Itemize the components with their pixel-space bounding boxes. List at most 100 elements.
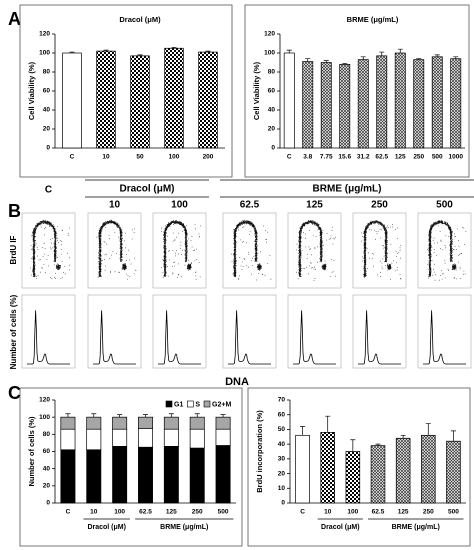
bar [283,52,295,149]
error-bar [434,54,440,57]
error-bar [375,443,381,446]
x-tick-label: 100 [169,154,180,161]
histogram-frame [417,294,472,369]
bar-segment [138,427,153,448]
legend-label: S [195,401,200,408]
bar-segment [163,446,179,504]
y-tick-label: 80 [43,69,51,76]
x-tick-label: 100 [114,509,125,516]
x-tick-label: 250 [423,509,434,516]
error-bar [379,51,385,56]
bar [421,434,436,504]
histogram-frame [287,294,342,369]
bar [376,55,388,149]
bar [198,51,218,149]
group-label: BRME (μg/mL) [392,524,440,531]
legend-swatch [187,400,194,408]
y-tick-label: 100 [39,414,50,421]
group-label: BRME (μg/mL) [160,524,208,531]
legend-swatch [203,400,211,408]
y-tick-label: 30 [278,456,286,463]
bar [357,59,369,149]
y-tick-label: 80 [268,69,276,76]
x-label: DNA [225,376,249,388]
error-bar [168,413,174,418]
bar-segment [163,428,179,447]
error-bar [450,430,456,442]
x-tick-label: 125 [395,154,406,161]
y-tick-label: 100 [39,50,50,57]
histogram-frame [152,294,207,369]
bar [130,55,150,149]
scatter-frame [287,212,342,289]
scatter-frame [21,212,76,289]
error-bar [91,413,97,418]
panel-label: B [8,201,21,221]
x-tick-label: 62.5 [372,509,385,516]
x-tick-label: 15.6 [338,154,351,161]
bar-segment [189,416,205,430]
chart-title: Dracol (μM) [119,15,161,24]
y-label: Number of cells (%) [9,294,18,369]
group-label: BRME (μg/mL) [313,184,382,195]
chart-title: BRME (μg/mL) [347,15,399,24]
error-bar [400,434,406,439]
y-tick-label: 80 [43,431,51,438]
bar [370,445,386,504]
bar [345,451,361,504]
error-bar [360,56,366,60]
x-tick-label: 62.5 [375,154,388,161]
error-bar [300,426,306,436]
histogram-line [93,310,136,365]
bar [62,52,82,149]
x-tick-label: 500 [432,154,443,161]
error-bar [286,49,292,53]
x-tick-label: C [66,509,71,516]
x-tick-label: 250 [413,154,424,161]
scatter-frame [87,212,142,289]
bar-segment [189,428,205,449]
scatter-frame [417,212,472,289]
bar-segment [86,428,102,451]
bar [431,56,443,149]
x-tick-label: 100 [347,509,358,516]
column-label: 125 [306,200,323,211]
x-tick-label: 10 [324,509,332,516]
histogram-frame [222,294,277,369]
bar [394,52,406,149]
error-bar [220,414,226,418]
scatter-dots [30,219,70,279]
legend-swatch [165,400,173,408]
bar [450,58,462,149]
error-bar [137,54,143,56]
histogram-frame [21,294,76,369]
x-tick-label: 250 [192,509,203,516]
y-label: Number of cells (%) [27,416,36,487]
histogram-line [158,310,201,365]
y-tick-label: 40 [278,441,286,448]
error-bar [103,49,109,52]
y-tick-label: 120 [39,31,50,38]
error-bar [350,439,356,452]
histogram-line [423,310,466,365]
bar-segment [138,446,153,504]
scatter-dots [361,220,402,280]
scatter-dots [427,220,467,281]
y-label: Cell Viability (%) [252,61,261,120]
scatter-frame [352,212,407,289]
error-bar [342,63,348,65]
error-bar [117,414,123,418]
y-tick-label: 20 [278,470,286,477]
y-tick-label: 70 [278,397,286,404]
x-tick-label: 500 [448,509,459,516]
bar-segment [86,449,102,504]
histogram-line [27,310,70,365]
bar-segment [215,428,231,446]
bar-segment [86,416,102,430]
bar [413,59,425,149]
bar-segment [163,416,179,430]
legend-label: G2+M [212,401,231,408]
column-label: 10 [109,200,121,211]
y-tick-label: 20 [268,126,276,133]
